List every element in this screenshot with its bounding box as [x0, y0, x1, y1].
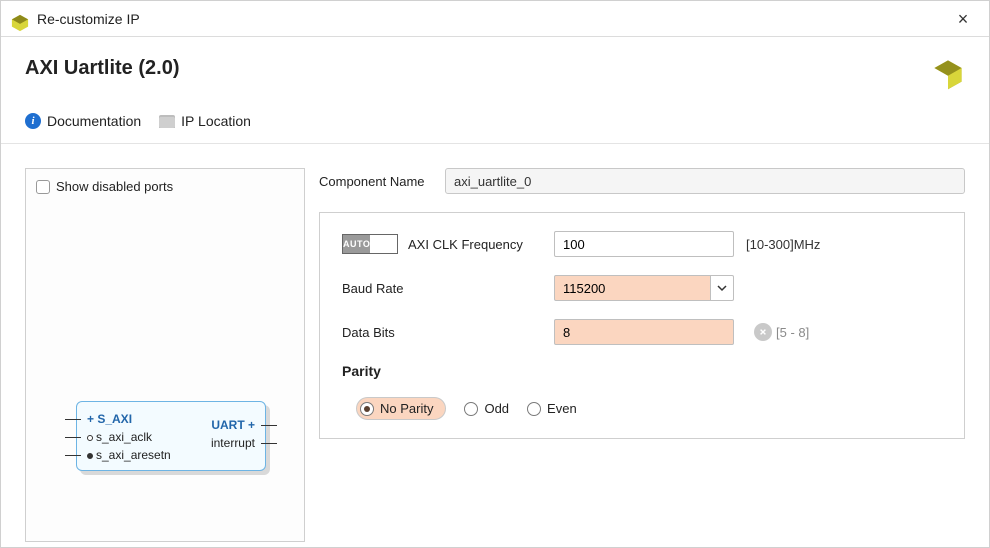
port-in: + S_AXI: [87, 410, 211, 428]
ip-block-symbol: + S_AXI s_axi_aclk s_axi_aresetn UART + …: [76, 401, 266, 471]
baud-rate-select[interactable]: [554, 275, 734, 301]
checkbox-icon: [36, 180, 50, 194]
parity-option-label: Even: [547, 401, 577, 416]
chevron-down-icon: [711, 275, 734, 301]
port-in: s_axi_aclk: [87, 428, 211, 446]
documentation-link[interactable]: i Documentation: [25, 113, 141, 129]
parity-option-label: Odd: [484, 401, 509, 416]
axi-clk-label: AXI CLK Frequency: [408, 237, 523, 252]
radio-icon: [527, 402, 541, 416]
info-icon: i: [25, 113, 41, 129]
port-out: interrupt: [211, 434, 255, 452]
show-disabled-ports-checkbox[interactable]: Show disabled ports: [36, 179, 294, 194]
radio-icon: [464, 402, 478, 416]
app-icon: [11, 10, 29, 28]
port-in: s_axi_aresetn: [87, 446, 211, 464]
axi-clk-hint: [10-300]MHz: [746, 237, 820, 252]
close-icon[interactable]: ×: [947, 1, 979, 37]
config-box: AUTO AXI CLK Frequency [10-300]MHz Bau: [319, 212, 965, 439]
parity-radio-no-parity[interactable]: No Parity: [356, 397, 446, 420]
auto-toggle[interactable]: AUTO: [342, 234, 398, 254]
window-title: Re-customize IP: [37, 1, 947, 37]
folder-icon: [159, 115, 175, 128]
header: AXI Uartlite (2.0): [1, 37, 989, 107]
parity-section-header: Parity: [342, 363, 942, 379]
documentation-label: Documentation: [47, 113, 141, 129]
component-name-label: Component Name: [319, 174, 437, 189]
config-panel: Component Name AUTO AXI CLK Frequency: [319, 168, 965, 542]
window: Re-customize IP × AXI Uartlite (2.0) i D…: [0, 0, 990, 548]
auto-toggle-label: AUTO: [343, 235, 370, 253]
parity-option-label: No Parity: [380, 401, 433, 416]
parity-radio-group: No Parity Odd Even: [342, 397, 942, 420]
clear-icon[interactable]: [754, 323, 772, 341]
ip-location-label: IP Location: [181, 113, 251, 129]
axi-clk-input[interactable]: [554, 231, 734, 257]
data-bits-input[interactable]: [554, 319, 734, 345]
baud-rate-label: Baud Rate: [342, 281, 403, 296]
radio-icon: [360, 402, 374, 416]
component-name-input[interactable]: [445, 168, 965, 194]
port-out: UART +: [211, 416, 255, 434]
data-bits-hint: [5 - 8]: [776, 325, 809, 340]
brand-icon: [931, 57, 965, 91]
ip-title: AXI Uartlite (2.0): [25, 57, 931, 80]
parity-radio-even[interactable]: Even: [527, 401, 577, 416]
toolbar: i Documentation IP Location: [1, 107, 989, 144]
data-bits-label: Data Bits: [342, 325, 395, 340]
ip-location-link[interactable]: IP Location: [159, 113, 251, 129]
titlebar: Re-customize IP ×: [1, 1, 989, 37]
show-disabled-ports-label: Show disabled ports: [56, 179, 173, 194]
preview-panel: Show disabled ports + S_AXI s_axi_aclk s…: [25, 168, 305, 542]
baud-rate-value: [554, 275, 711, 301]
parity-radio-odd[interactable]: Odd: [464, 401, 509, 416]
